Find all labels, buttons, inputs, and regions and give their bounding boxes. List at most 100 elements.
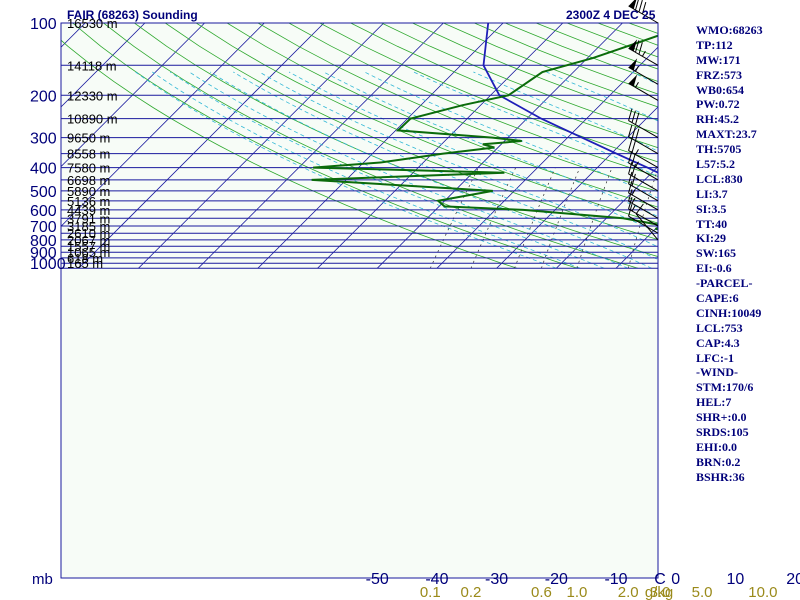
- index-item: LFC:-1: [696, 350, 734, 365]
- index-item: SW:165: [696, 246, 737, 261]
- temperature-tick-label: -20: [545, 571, 568, 588]
- mixing-ratio-label: 2.0: [618, 584, 639, 600]
- index-item: EI:-0.6: [696, 261, 732, 276]
- height-label: 16530 m: [67, 16, 118, 31]
- wind-barb: [628, 74, 659, 101]
- index-item: EHI:0.0: [696, 439, 738, 454]
- isotherm-line: [197, 23, 444, 269]
- index-item: HEL:7: [696, 395, 732, 410]
- wind-barb: [628, 150, 659, 181]
- indices-panel: WMO:68263 TP:112 MW:171 FRZ:573 WB0:654 PW:0.…: [696, 23, 800, 485]
- index-item: -WIND-: [696, 365, 738, 380]
- index-item: WMO:68263: [696, 23, 763, 37]
- isotherm-line: [0, 23, 26, 268]
- isotherm-line: [556, 166, 658, 269]
- index-item: CAP:4.3: [696, 335, 740, 350]
- moist-adiabat-line: [413, 71, 658, 178]
- dry-adiabat-line: [288, 23, 658, 177]
- index-item: CINH:10049: [696, 305, 762, 320]
- height-label: 2067 m: [67, 233, 110, 248]
- pressure-tick-label: 400: [30, 161, 57, 178]
- isotherm-line: [376, 23, 623, 269]
- index-item: PW:0.72: [696, 97, 740, 112]
- wind-barb: [628, 58, 659, 85]
- wind-barbs: [628, 0, 659, 241]
- index-item: TP:112: [696, 37, 733, 52]
- wind-barb: [628, 0, 659, 24]
- temperature-unit-label: C: [654, 571, 666, 588]
- pressure-tick-label: 200: [30, 88, 57, 105]
- dewpoint-trace: [311, 34, 658, 231]
- isotherm-line: [257, 23, 504, 269]
- mixing-ratio-label: 0.2: [461, 584, 482, 600]
- dry-adiabat-line: [61, 39, 518, 269]
- valid-time: 2300Z 4 DEC 25: [566, 8, 656, 22]
- index-item: KI:29: [696, 231, 726, 246]
- index-item: CAPE:6: [696, 291, 739, 306]
- dry-adiabat-line: [319, 23, 658, 163]
- isotherm-line: [61, 23, 265, 227]
- wind-barb: [628, 180, 659, 211]
- dry-adiabat-line: [381, 23, 658, 135]
- pressure-tick-label: 600: [30, 203, 57, 220]
- mixing-ratio-unit-label: g/kg: [645, 584, 673, 600]
- index-item: SI:3.5: [696, 201, 727, 216]
- isotherm-line: [61, 23, 205, 168]
- pressure-tick-label: 700: [30, 219, 57, 236]
- height-label: 3791 m: [67, 211, 110, 226]
- moist-adiabat-line: [209, 71, 652, 269]
- index-item: WB0:654: [696, 82, 744, 97]
- dry-adiabat-line: [72, 23, 578, 269]
- pressure-tick-label: 900: [30, 245, 57, 262]
- wind-barb: [628, 189, 659, 219]
- wind-barb: [635, 203, 659, 241]
- height-label: 618 m: [67, 251, 103, 266]
- moist-adiabat-line: [288, 71, 658, 234]
- wind-barb: [628, 196, 659, 227]
- mixing-ratio-label: 10.0: [748, 584, 777, 600]
- isotherm-line: [436, 46, 658, 269]
- height-label: 14118 m: [67, 58, 117, 73]
- mixing-ratio-label: 0.6: [531, 584, 552, 600]
- pressure-tick-label: 1000: [30, 256, 66, 273]
- height-label: 5890 m: [67, 184, 110, 199]
- index-item: SRDS:105: [696, 425, 749, 440]
- height-label: 1065 m: [67, 245, 110, 260]
- height-label: 8558 m: [67, 147, 110, 162]
- index-item: MW:171: [696, 52, 741, 67]
- height-label: 3185 m: [67, 219, 110, 234]
- temperature-tick-label: 10: [727, 571, 745, 588]
- mixing-ratio-label: 3.0: [650, 584, 671, 600]
- height-label: 9650 m: [67, 131, 110, 146]
- index-item: MAXT:23.7: [696, 127, 757, 142]
- index-item: L57:5.2: [696, 157, 735, 172]
- temperature-tick-label: -40: [425, 571, 448, 588]
- plot-background: [61, 23, 658, 578]
- height-label: 7580 m: [67, 161, 110, 176]
- mixing-ratio-line: [470, 167, 517, 269]
- mixing-ratio-line: [660, 168, 687, 269]
- dry-adiabat-line: [165, 23, 658, 240]
- index-item: SHR+:0.0: [696, 410, 747, 425]
- height-label: 165 m: [67, 256, 103, 271]
- isotherm-line: [61, 23, 146, 108]
- temperature-tick-label: -50: [366, 571, 389, 588]
- background-grid: [0, 23, 687, 269]
- dry-adiabat-line: [257, 23, 658, 193]
- isotherm-line: [78, 23, 325, 269]
- temperature-tick-label: 20: [786, 571, 800, 588]
- index-item: TT:40: [696, 216, 728, 231]
- temperature-tick-label: -30: [485, 571, 508, 588]
- index-item: -PARCEL-: [696, 276, 753, 291]
- plot-frame: [60, 22, 659, 579]
- dry-adiabat-line: [226, 23, 658, 208]
- wind-barb: [628, 108, 659, 139]
- mixing-ratio-label: 0.1: [420, 584, 441, 600]
- index-item: LCL:753: [696, 320, 743, 335]
- index-item: LCL:830: [696, 171, 743, 186]
- parcel-trace: [482, 23, 658, 174]
- wind-barb: [628, 39, 659, 66]
- mixing-ratio-label: 1.0: [566, 584, 587, 600]
